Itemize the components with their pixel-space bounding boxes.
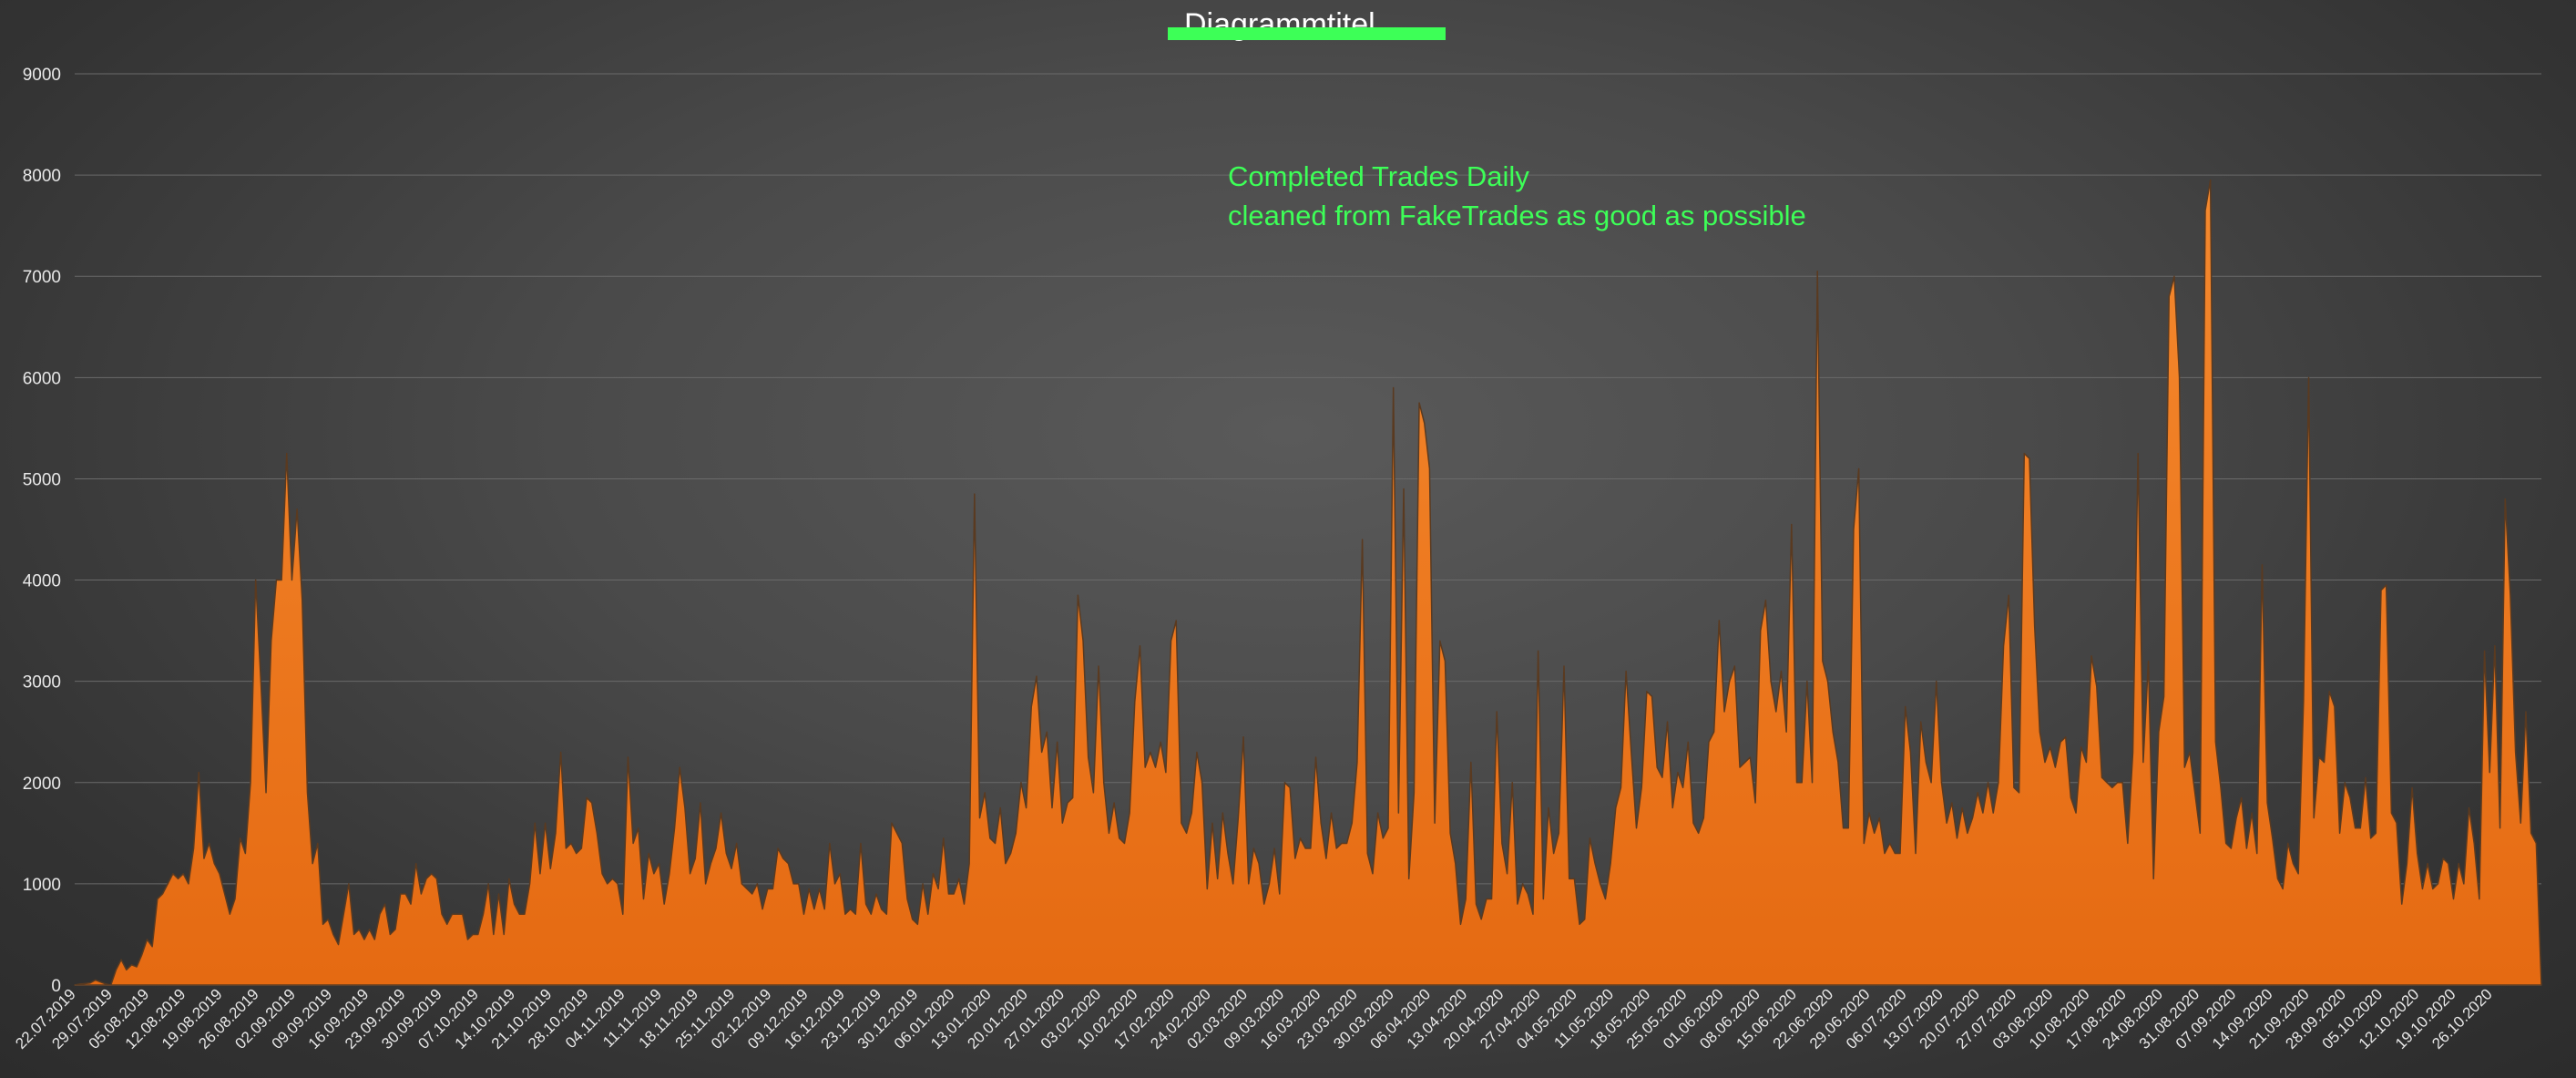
title-strikethrough-mark — [1168, 27, 1446, 40]
y-tick-label: 4000 — [23, 572, 61, 591]
chart-annotation: Completed Trades Daily cleaned from Fake… — [1228, 157, 1806, 235]
y-tick-label: 0 — [51, 977, 61, 996]
y-tick-label: 7000 — [23, 268, 61, 287]
y-tick-label: 8000 — [23, 167, 61, 186]
series-area-completed-trades — [74, 179, 2542, 986]
y-tick-label: 6000 — [23, 369, 61, 388]
annotation-line-2: cleaned from FakeTrades as good as possi… — [1228, 200, 1806, 231]
y-tick-label: 9000 — [23, 66, 61, 85]
y-tick-label: 1000 — [23, 876, 61, 895]
y-tick-label: 5000 — [23, 470, 61, 489]
y-tick-label: 3000 — [23, 673, 61, 693]
y-tick-label: 2000 — [23, 775, 61, 794]
annotation-line-1: Completed Trades Daily — [1228, 160, 1529, 192]
